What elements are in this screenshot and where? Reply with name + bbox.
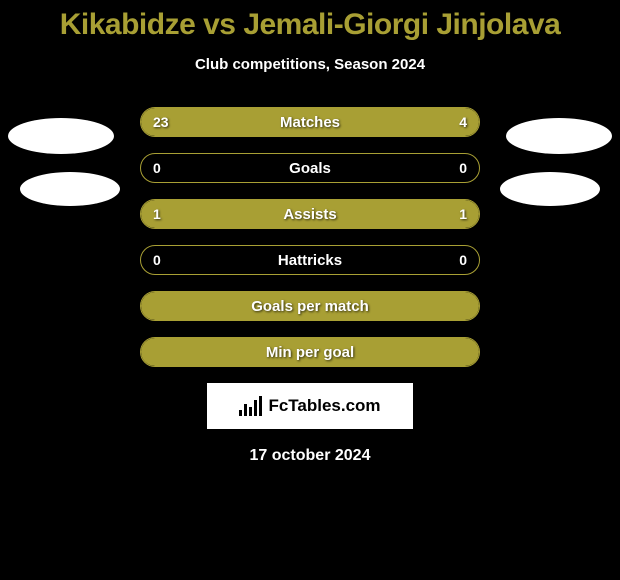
stat-row: 0 0 Goals [140, 153, 480, 183]
stat-value-left: 1 [153, 206, 161, 222]
bar-chart-icon [239, 396, 262, 416]
stats-chart: 23 4 Matches 0 0 Goals 1 1 Assists 0 0 Hattricks Goa… [0, 107, 620, 367]
stat-label: Hattricks [278, 252, 342, 269]
stat-value-left: 0 [153, 252, 161, 268]
stat-row: 23 4 Matches [140, 107, 480, 137]
stat-value-left: 23 [153, 114, 169, 130]
stat-row: 0 0 Hattricks [140, 245, 480, 275]
stat-value-right: 1 [459, 206, 467, 222]
stat-row: Goals per match [140, 291, 480, 321]
stat-label: Matches [280, 114, 340, 131]
comparison-title: Kikabidze vs Jemali-Giorgi Jinjolava [0, 0, 620, 42]
stat-label: Goals [289, 160, 331, 177]
stat-row: Min per goal [140, 337, 480, 367]
stat-value-right: 4 [459, 114, 467, 130]
stat-fill-left [141, 108, 405, 136]
stat-label: Min per goal [266, 344, 354, 361]
stat-row: 1 1 Assists [140, 199, 480, 229]
stat-label: Goals per match [251, 298, 369, 315]
comparison-subtitle: Club competitions, Season 2024 [0, 56, 620, 73]
stat-label: Assists [283, 206, 336, 223]
logo-text: FcTables.com [268, 396, 380, 416]
stat-value-right: 0 [459, 252, 467, 268]
fctables-logo[interactable]: FcTables.com [207, 383, 413, 429]
snapshot-date: 17 october 2024 [0, 447, 620, 465]
stat-value-right: 0 [459, 160, 467, 176]
stat-value-left: 0 [153, 160, 161, 176]
stat-fill-right [405, 108, 479, 136]
